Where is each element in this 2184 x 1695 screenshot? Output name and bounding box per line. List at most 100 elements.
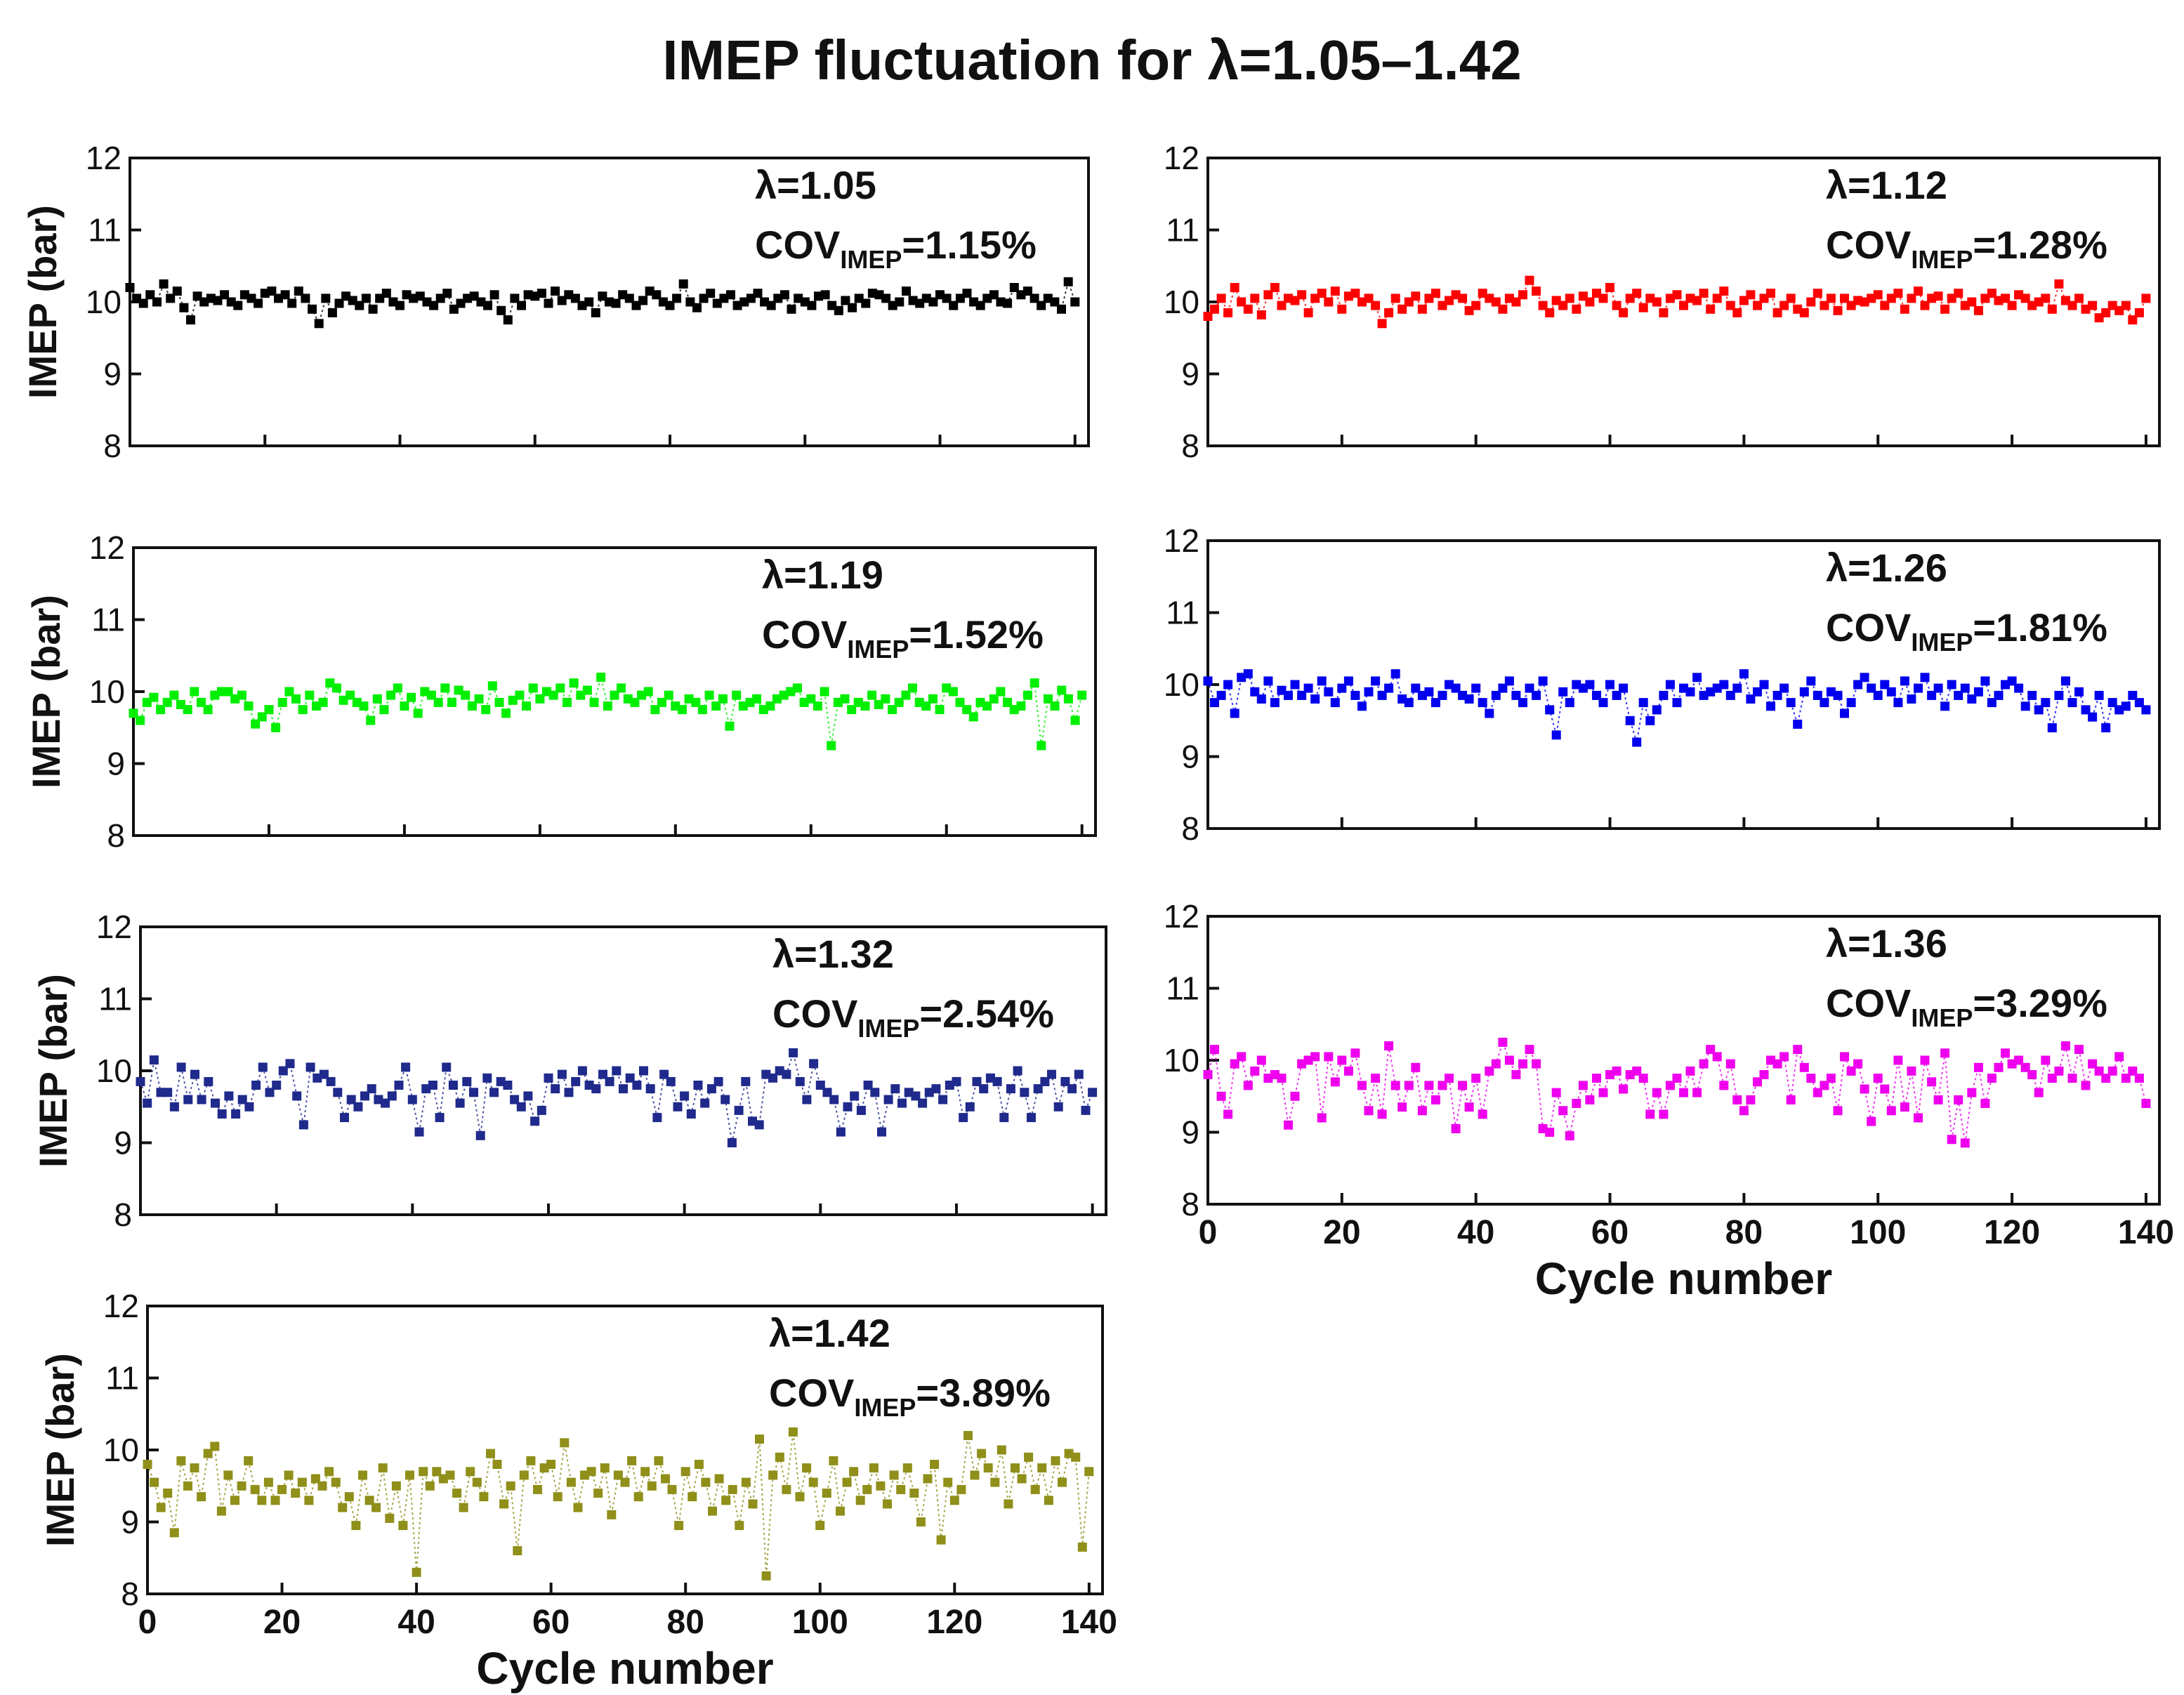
data-point (706, 1084, 716, 1094)
data-point (1044, 694, 1053, 704)
data-point (1424, 687, 1434, 697)
data-point (149, 1055, 159, 1065)
data-point (624, 294, 634, 303)
data-point (611, 298, 621, 308)
x-tick-label: 120 (1984, 1214, 2040, 1251)
data-point (1659, 690, 1669, 700)
data-point (704, 690, 714, 700)
data-point (291, 694, 301, 704)
data-point (223, 1470, 233, 1480)
data-point (1947, 680, 1956, 690)
data-point (1725, 690, 1735, 700)
data-point (510, 1095, 520, 1104)
cov-value: =2.54% (919, 991, 1054, 1036)
data-point (1384, 683, 1394, 693)
data-point (1947, 1135, 1956, 1145)
data-point (1518, 1059, 1527, 1069)
data-point (482, 1073, 492, 1083)
data-point (1719, 680, 1729, 690)
data-point (1525, 1045, 1534, 1055)
data-point (1317, 676, 1327, 686)
data-point (1672, 290, 1682, 300)
data-point (530, 1116, 540, 1126)
cov-value: =3.29% (1973, 981, 2107, 1025)
data-point (366, 715, 376, 725)
series-line (1207, 1040, 2147, 1144)
data-point (1900, 676, 1909, 686)
cov-subscript: IMEP (1911, 245, 1973, 274)
data-point (959, 1113, 968, 1123)
data-point (674, 1521, 684, 1531)
data-point (265, 1088, 275, 1097)
data-point (827, 741, 836, 751)
data-point (284, 687, 294, 697)
data-point (612, 1066, 621, 1076)
data-point (1699, 289, 1709, 298)
data-point (2081, 705, 2091, 715)
data-point (298, 705, 308, 715)
data-point (475, 1130, 485, 1140)
data-point (2081, 1081, 2091, 1090)
data-point (1310, 694, 1320, 704)
data-point (1013, 1066, 1022, 1076)
data-point (1377, 1109, 1387, 1119)
data-point (1485, 708, 1494, 718)
data-point (721, 1496, 731, 1505)
x-tick-label: 60 (532, 1604, 570, 1641)
cov-label: COVIMEP=1.28% (1826, 223, 2107, 274)
y-tick-label: 11 (1166, 212, 1199, 249)
data-point (2067, 1074, 2077, 1083)
data-point (754, 1120, 764, 1130)
data-point (1491, 690, 1501, 700)
data-point (1364, 687, 1374, 697)
data-point (149, 692, 159, 702)
data-point (1057, 304, 1066, 314)
data-point (638, 296, 648, 305)
data-point (2041, 1055, 2051, 1065)
data-point (992, 1076, 1002, 1086)
data-point (591, 1084, 601, 1094)
data-point (1753, 301, 1762, 310)
data-point (727, 1138, 737, 1147)
data-point (1973, 305, 1983, 315)
data-point (479, 1492, 489, 1502)
x-tick-label: 40 (397, 1604, 435, 1641)
data-point (686, 1109, 696, 1119)
data-point (1692, 1088, 1702, 1097)
data-point (152, 297, 162, 307)
data-point (462, 1076, 472, 1086)
cov-prefix: COV (1826, 981, 1911, 1025)
y-tick-label: 8 (1181, 1186, 1199, 1222)
data-point (1357, 1081, 1367, 1090)
data-point (333, 1088, 343, 1097)
data-point (359, 701, 369, 711)
data-point (1478, 1109, 1487, 1119)
data-point (1256, 1055, 1266, 1065)
data-point (1652, 705, 1662, 715)
data-point (251, 1081, 261, 1090)
data-point (701, 1477, 711, 1487)
y-tick-label: 8 (103, 428, 121, 464)
x-axis-label: Cycle number (476, 1643, 773, 1694)
data-point (1051, 1456, 1060, 1465)
data-point (1343, 676, 1353, 686)
data-point (902, 286, 911, 296)
data-point (1659, 1109, 1669, 1119)
data-point (822, 1489, 831, 1498)
series-line (147, 1432, 1090, 1576)
data-point (1873, 690, 1883, 700)
data-point (1417, 304, 1427, 314)
data-point (1746, 694, 1756, 704)
data-point (856, 1105, 866, 1115)
data-point (963, 1431, 973, 1440)
data-point (1324, 1052, 1334, 1062)
data-point (1672, 1074, 1682, 1083)
cov-subscript: IMEP (840, 245, 902, 274)
data-point (136, 715, 145, 725)
data-point (876, 1481, 886, 1491)
data-point (1518, 698, 1527, 708)
data-point (2034, 705, 2044, 715)
data-point (1772, 690, 1782, 700)
data-point (909, 1489, 919, 1498)
data-point (2001, 1048, 2010, 1058)
